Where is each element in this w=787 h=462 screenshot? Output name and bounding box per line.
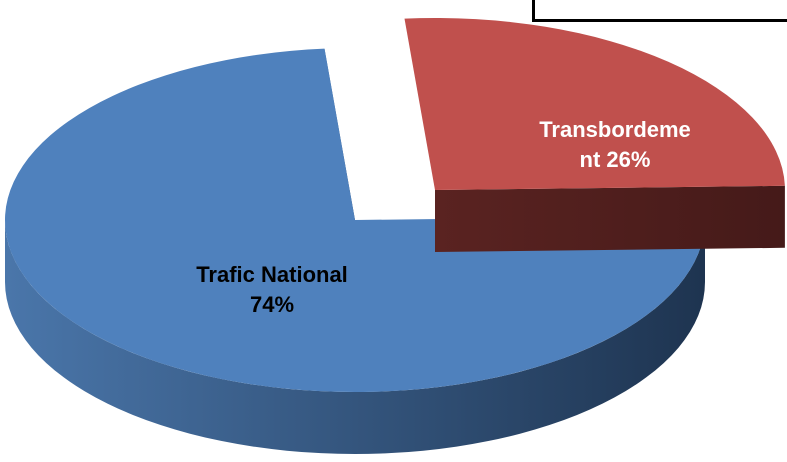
slice: [404, 18, 785, 252]
data-label: Transbordement 26%: [535, 115, 695, 175]
value-label: 26%: [606, 147, 651, 172]
slice-side: [435, 185, 785, 252]
slice-top: [4, 48, 706, 392]
value-label: 74%: [249, 292, 295, 317]
slice: [4, 48, 706, 454]
category-label: Trafic National: [196, 262, 348, 287]
frame: [532, 0, 787, 22]
slice-side: [5, 220, 705, 454]
slice-top: [404, 18, 785, 190]
category-label: Transbordement: [539, 117, 691, 172]
data-label: Trafic National 74%: [177, 260, 367, 320]
